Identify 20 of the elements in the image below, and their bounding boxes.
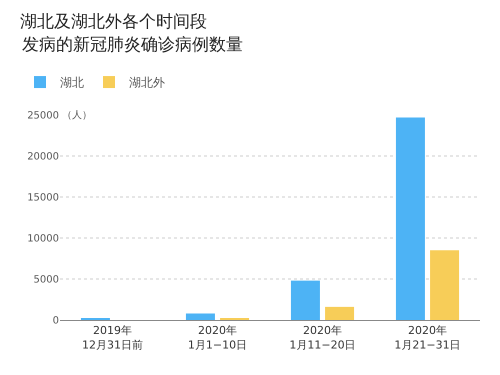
y-tick-label: 20000 [27,152,59,162]
bar [290,280,320,320]
bar [325,306,354,320]
x-tick-label: 2019年 12月31日前 [82,324,143,352]
bar [186,313,215,320]
x-tick-label: 2020年 1月1−10日 [188,324,248,352]
y-tick-label: 10000 [27,234,59,244]
bar [430,250,460,320]
bar [396,117,425,320]
y-tick-label: 5000 [34,274,59,286]
y-tick-label: 0 [52,316,59,326]
x-tick-label: 2020年 1月11−20日 [289,324,356,352]
y-axis-title: （人） [62,110,92,121]
y-tick-label: 25000 [27,110,59,122]
legend-label: 湖北 [60,76,84,90]
x-tick-label: 2020年 1月21−31日 [394,324,461,352]
legend-label: 湖北外 [129,76,165,90]
y-tick-label: 15000 [27,192,59,204]
chart-title: 湖北及湖北外各个时间段 [20,12,207,32]
chart-subtitle: 发病的新冠肺炎确诊病例数量 [22,35,243,55]
